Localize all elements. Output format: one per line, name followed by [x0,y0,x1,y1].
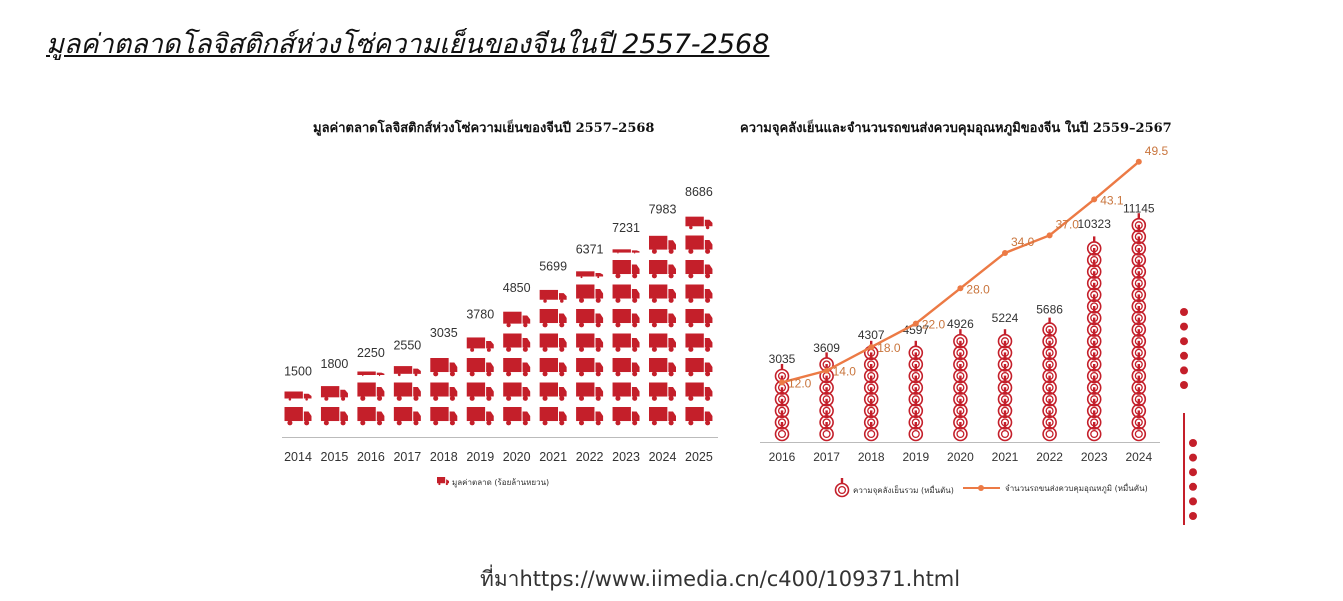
truck-bar [612,249,640,426]
line-point [912,320,919,327]
x-tick-label: 2022 [576,450,604,464]
line-data-label: 34.0 [1011,235,1035,249]
x-tick-label: 2017 [813,450,840,464]
data-label: 7231 [612,221,640,235]
truck-bar [430,358,458,426]
truck-bar [685,216,713,426]
truck-bar [466,337,494,426]
left-chart-title: มูลค่าตลาดโลจิสติกส์ห่วงโซ่ความเย็นของจี… [313,121,655,136]
right-chart-title: ความจุคลังเย็นและจำนวนรถขนส่งควบคุมอุณหภ… [740,121,1172,136]
thermometer-bar [953,329,968,442]
data-label: 3035 [430,326,458,340]
x-tick-label: 2021 [539,450,567,464]
line-point [779,379,785,386]
data-label: 4850 [503,281,531,295]
truck-bar [320,386,348,426]
data-label: 3609 [813,341,840,355]
truck-bar [284,391,312,426]
legend-label: มูลค่าตลาด (ร้อยล้านหยวน) [452,478,549,488]
legend-label: ความจุคลังเย็นรวม (หมื่นตัน) [853,484,954,495]
thermometer-bar [819,352,834,442]
x-tick-label: 2015 [321,450,349,464]
line-data-label: 28.0 [966,282,990,296]
thermometer-bar [997,329,1013,442]
data-label: 2550 [393,338,421,352]
line-point [1002,249,1008,256]
x-tick-label: 2016 [357,450,385,464]
line-data-label: 43.1 [1100,193,1124,207]
line-point [1091,196,1098,203]
x-tick-label: 2021 [992,450,1019,464]
x-tick-label: 2014 [284,450,312,464]
x-tick-label: 2016 [769,450,796,464]
legend-truck [437,477,449,486]
x-tick-label: 2018 [858,450,885,464]
thermometer-bar [863,340,879,442]
line-data-label: 49.5 [1145,144,1169,158]
data-label: 5699 [539,260,567,274]
line-point [1046,232,1053,239]
data-label: 2250 [357,346,385,360]
legend-line [963,485,1000,491]
x-tick-label: 2023 [1081,450,1108,464]
line-point [823,367,830,374]
x-tick-label: 2018 [430,450,458,464]
line-point [957,285,964,292]
data-label: 7983 [649,202,677,216]
x-tick-label: 2024 [1125,450,1152,464]
thermometer-bar [1131,213,1147,442]
truck-bar [649,235,676,426]
truck-bar [393,366,421,426]
line-data-label: 22.0 [922,318,946,332]
thermometer-bar [774,364,790,442]
thermometer-bar [1042,317,1057,442]
line-data-label: 14.0 [833,365,857,379]
data-label: 10323 [1078,217,1112,231]
x-tick-label: 2022 [1036,450,1063,464]
decorative-dots [1180,308,1197,525]
truck-bar [539,289,567,426]
x-tick-label: 2020 [503,450,531,464]
line-data-label: 37.0 [1056,217,1080,231]
legend-label: จำนวนรถขนส่งควบคุมอุณหภูมิ (หมื่นคัน) [1005,482,1148,494]
x-tick-label: 2019 [902,450,929,464]
data-label: 4926 [947,317,974,331]
truck-bar [576,271,604,426]
source-caption: ที่มาhttps://www.iimedia.cn/c400/109371.… [480,567,961,591]
line-data-label: 12.0 [788,376,812,390]
thermometer-bar [1086,236,1102,442]
data-label: 3035 [769,352,796,366]
data-label: 4307 [858,328,885,342]
data-label: 11145 [1123,202,1155,216]
truck-bar [357,371,385,426]
line-point [1135,158,1142,165]
line-point [868,344,875,351]
x-tick-label: 2017 [393,450,421,464]
x-tick-label: 2020 [947,450,974,464]
data-label: 1500 [284,365,312,379]
data-label: 1800 [321,357,349,371]
page-title: มูลค่าตลาดโลจิสติกส์ห่วงโซ่ความเย็นของจี… [46,29,770,60]
x-tick-label: 2025 [685,450,713,464]
thermometer-bar [908,340,924,442]
truck-bar [503,311,531,426]
line-data-label: 18.0 [877,341,901,355]
data-label: 6371 [576,243,604,257]
x-tick-label: 2019 [466,450,494,464]
data-label: 5686 [1036,303,1063,317]
data-label: 8686 [685,185,713,199]
x-tick-label: 2023 [612,450,640,464]
x-tick-label: 2024 [649,450,677,464]
data-label: 3780 [466,308,494,322]
legend-thermometer [834,478,850,498]
data-label: 5224 [992,311,1019,325]
